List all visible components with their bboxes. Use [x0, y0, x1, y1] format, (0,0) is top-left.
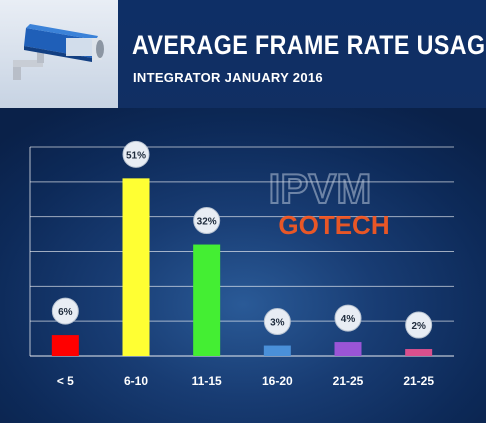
x-tick-labels: < 5 6-10 11-15 16-20 21-25 21-25 — [57, 374, 435, 388]
x-tick-0: < 5 — [57, 374, 74, 388]
watermark-gotech: GOTECH — [278, 210, 389, 240]
x-tick-2: 11-15 — [192, 374, 222, 388]
security-camera-icon — [13, 24, 104, 80]
bar-0 — [51, 335, 79, 356]
chart-title: AVERAGE FRAME RATE USAGE — [132, 30, 486, 60]
bar-3 — [263, 345, 291, 356]
x-tick-3: 16-20 — [262, 374, 293, 388]
x-tick-1: 6-10 — [124, 374, 148, 388]
bar-5 — [405, 349, 433, 356]
data-label-bubble-2 — [193, 207, 221, 235]
data-label-3: 3% — [270, 318, 285, 329]
bars — [51, 178, 433, 356]
data-label-bubble-1 — [122, 140, 150, 168]
data-label-5: 2% — [411, 321, 426, 332]
x-tick-5: 21-25 — [403, 374, 434, 388]
data-label-bubble-0 — [51, 297, 79, 325]
x-tick-4: 21-25 — [333, 374, 364, 388]
watermark: IPVM GOTECH — [268, 164, 390, 240]
data-label-1: 51% — [126, 150, 146, 161]
bar-2 — [193, 244, 221, 356]
watermark-ipvm: IPVM — [269, 165, 372, 212]
chart-subtitle: INTEGRATOR JANUARY 2016 — [133, 70, 323, 85]
data-label-2: 32% — [197, 217, 217, 228]
bar-4 — [334, 342, 362, 356]
bar-1 — [122, 178, 150, 356]
camera-thumbnail — [0, 0, 118, 108]
data-label-4: 4% — [341, 314, 356, 325]
data-labels: 6% 51% 32% 3% 4% 2% — [51, 140, 433, 339]
data-label-bubble-4 — [334, 304, 362, 332]
gridlines — [29, 146, 454, 357]
data-label-bubble-5 — [405, 311, 433, 339]
data-label-0: 6% — [58, 307, 73, 318]
data-label-bubble-3 — [263, 308, 291, 336]
